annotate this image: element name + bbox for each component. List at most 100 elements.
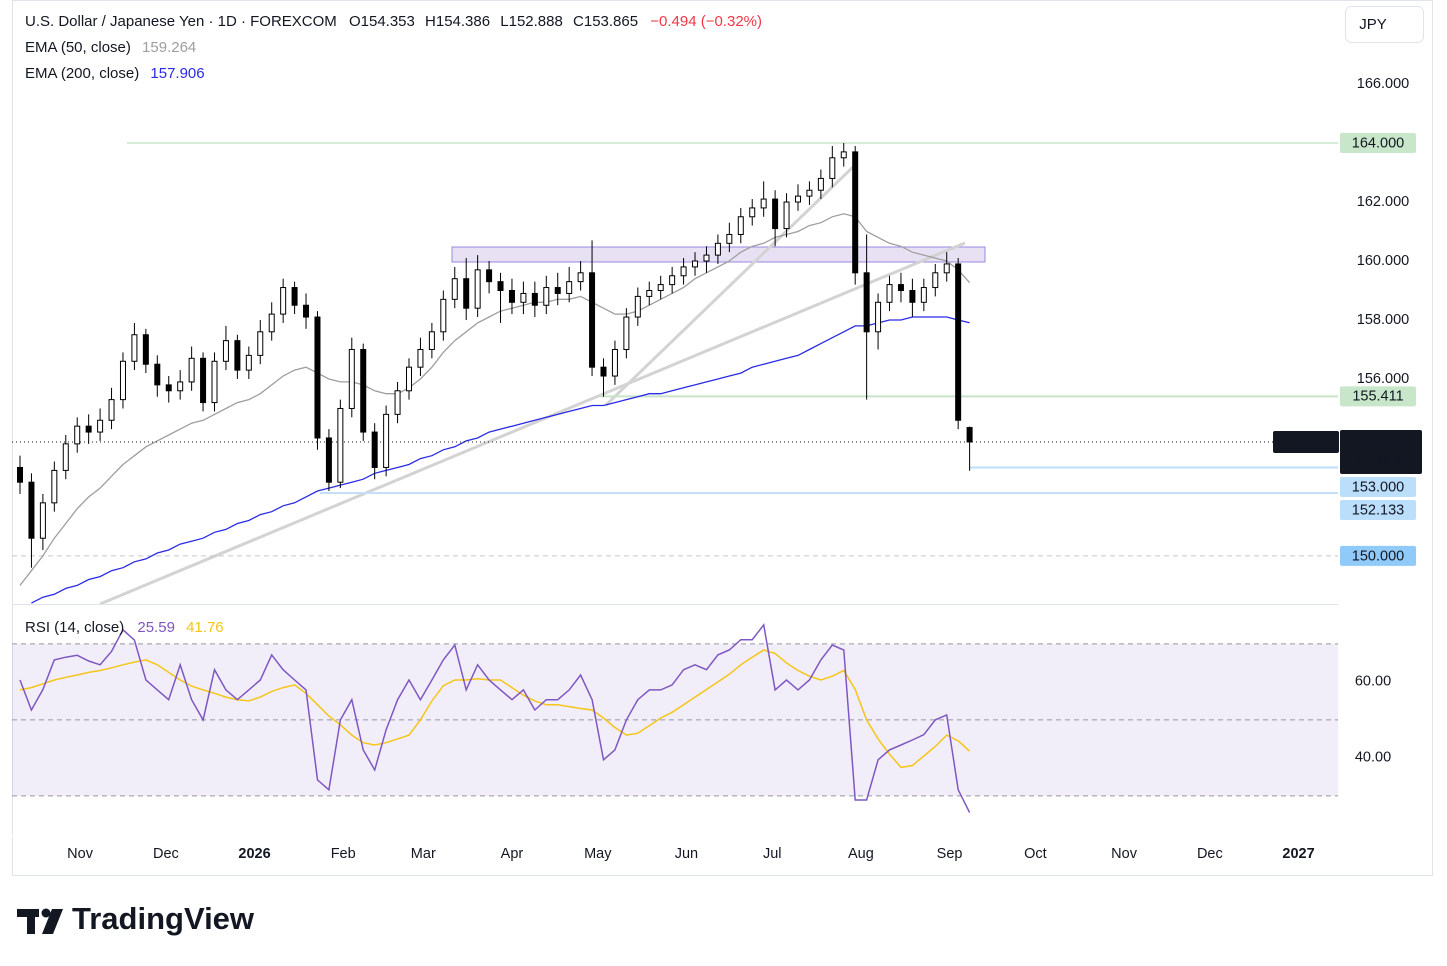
candle-body bbox=[325, 437, 332, 483]
candle-body bbox=[405, 366, 412, 392]
symbol-label: USDJPY bbox=[1277, 434, 1335, 450]
legend-value: 157.906 bbox=[150, 65, 204, 82]
candle-body bbox=[463, 278, 470, 309]
rsi-tick-label: 40.00 bbox=[1355, 750, 1391, 766]
chart-title: U.S. Dollar / Japanese Yen · 1D · FOREXC… bbox=[25, 13, 337, 30]
level-tag bbox=[1340, 499, 1416, 520]
candle-body bbox=[85, 425, 92, 433]
candle-body bbox=[108, 399, 115, 421]
legend-name: RSI (14, close) bbox=[25, 619, 124, 636]
countdown-label: 12:35:53 bbox=[1355, 454, 1411, 470]
trend-line bbox=[604, 165, 855, 407]
candle-body bbox=[909, 289, 916, 303]
candle-body bbox=[211, 360, 218, 404]
level-label: 153.000 bbox=[1352, 479, 1404, 495]
candle-body bbox=[623, 316, 630, 350]
candle-body bbox=[955, 263, 962, 421]
legend-rsi: RSI (14, close) 25.59 41.76 bbox=[25, 619, 224, 636]
candle-body bbox=[314, 316, 321, 439]
candle-body bbox=[74, 425, 81, 445]
level-tag bbox=[1340, 386, 1416, 407]
candle-body bbox=[840, 151, 847, 159]
candle-body bbox=[428, 331, 435, 350]
x-tick-label: Aug bbox=[848, 846, 874, 862]
candle-body bbox=[280, 287, 287, 315]
candle-body bbox=[337, 407, 344, 483]
ema-line bbox=[31, 316, 970, 604]
candle-body bbox=[291, 287, 298, 306]
candle-body bbox=[177, 381, 184, 392]
candle-body bbox=[737, 216, 744, 235]
candle-body bbox=[863, 272, 870, 333]
candle-body bbox=[943, 263, 950, 274]
candle-body bbox=[440, 298, 447, 333]
candle-body bbox=[508, 289, 515, 303]
candle-body bbox=[680, 266, 687, 277]
trend-line bbox=[99, 241, 966, 606]
y-tick-label: 162.000 bbox=[1357, 194, 1409, 210]
candle-body bbox=[920, 287, 927, 303]
logo-dot bbox=[41, 908, 51, 918]
candle-body bbox=[783, 201, 790, 230]
x-tick-label: Apr bbox=[501, 846, 524, 862]
candle-body bbox=[119, 360, 126, 401]
y-tick-label: 160.000 bbox=[1357, 253, 1409, 269]
level-label: 150.000 bbox=[1352, 548, 1404, 564]
ema-line bbox=[19, 213, 971, 586]
candle-body bbox=[303, 304, 310, 318]
candle-body bbox=[794, 195, 801, 203]
candle-body bbox=[360, 348, 367, 433]
brand-logo bbox=[17, 908, 63, 934]
legend-name: EMA (50, close) bbox=[25, 39, 131, 56]
candle-body bbox=[646, 289, 653, 297]
legend-ema50: EMA (50, close) 159.264 bbox=[25, 39, 196, 56]
candle-body bbox=[142, 334, 149, 365]
candle-body bbox=[371, 431, 378, 468]
ohlc-close: C153.865 bbox=[573, 13, 638, 30]
ohlc-open: O154.353 bbox=[349, 13, 415, 30]
ohlc-high: H154.386 bbox=[425, 13, 490, 30]
candle-body bbox=[154, 363, 161, 386]
symbol-tag bbox=[1273, 430, 1339, 453]
candle-body bbox=[692, 260, 699, 268]
x-tick-label: 2026 bbox=[238, 846, 270, 862]
candle-body bbox=[165, 384, 172, 392]
candle-body bbox=[760, 198, 767, 209]
candle-body bbox=[257, 331, 264, 356]
candle-body bbox=[611, 348, 618, 377]
currency-label[interactable]: JPY bbox=[1359, 16, 1387, 33]
x-tick-label: May bbox=[584, 846, 612, 862]
x-tick-label: Nov bbox=[1111, 846, 1138, 862]
candle-body bbox=[852, 151, 859, 274]
overlay-lines bbox=[12, 213, 1338, 604]
legend-value: 41.76 bbox=[186, 619, 224, 636]
candle-body bbox=[131, 334, 138, 362]
candle-body bbox=[451, 278, 458, 300]
last-price-label: 153.865 bbox=[1357, 435, 1409, 451]
header: U.S. Dollar / Japanese Yen · 1D · FOREXC… bbox=[25, 13, 762, 30]
candle-body bbox=[348, 348, 355, 409]
legend-value: 25.59 bbox=[137, 619, 175, 636]
candle-body bbox=[875, 301, 882, 333]
level-tag bbox=[1340, 133, 1416, 154]
y-tick-label: 166.000 bbox=[1357, 76, 1409, 92]
price-tag bbox=[1340, 429, 1422, 474]
candle-body bbox=[817, 177, 824, 191]
candle-body bbox=[268, 313, 275, 333]
ohlc-low: L152.888 bbox=[500, 13, 563, 30]
candle-body bbox=[486, 269, 493, 283]
x-tick-label: Mar bbox=[411, 846, 436, 862]
candle-body bbox=[806, 189, 813, 197]
level-label: 155.411 bbox=[1352, 389, 1403, 405]
candle-body bbox=[234, 340, 241, 371]
currency-button[interactable] bbox=[1345, 6, 1424, 43]
level-lines bbox=[12, 142, 1338, 557]
candle-body bbox=[520, 292, 527, 303]
candle-body bbox=[417, 348, 424, 368]
candle-body bbox=[749, 207, 756, 218]
candle-body bbox=[829, 157, 836, 179]
axis-labels: 60.00 40.00 166.000 162.000 160.000 158.000 15… bbox=[67, 76, 1422, 862]
candle-body bbox=[62, 443, 69, 471]
candle-body bbox=[531, 292, 538, 306]
x-tick-label: Dec bbox=[153, 846, 179, 862]
